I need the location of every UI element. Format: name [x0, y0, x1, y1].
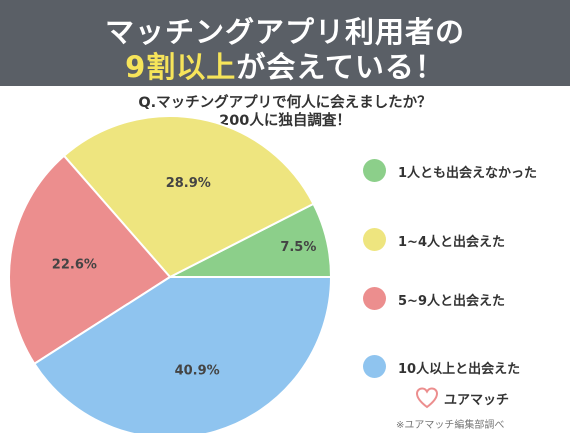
title-banner: マッチングアプリ利用者の 9割以上が会えている！	[0, 0, 570, 86]
legend-swatch-2	[363, 228, 386, 251]
question-line-2: 200人に独自調査！	[219, 113, 351, 129]
title-highlight: 9割以上	[125, 50, 237, 84]
title-line-1: マッチングアプリ利用者の	[104, 15, 465, 49]
title-line-2-rest: が会えている！	[236, 50, 445, 84]
pie-slice-2	[62, 115, 315, 279]
legend-label-3: 5~9人と出会えた	[398, 294, 505, 309]
legend-label-1: 1人とも出会えなかった	[398, 166, 538, 181]
pie-slice-label-3: 22.6%	[52, 257, 97, 272]
pie-slice-label-2: 28.9%	[166, 176, 211, 191]
title-line-2: 9割以上が会えている！	[0, 44, 570, 86]
heart-logo-icon	[415, 387, 439, 409]
legend-swatch-1	[363, 159, 386, 182]
legend-swatch-4	[363, 355, 386, 378]
legend-label-2: 1~4人と出会えた	[398, 235, 505, 250]
pie-slice-4	[33, 276, 333, 433]
pie-slice-label-1: 7.5%	[280, 240, 316, 255]
legend-label-4: 10人以上と出会えた	[398, 362, 521, 377]
question-line-1: Q.マッチングアプリで何人に会えましたか？	[138, 95, 432, 111]
pie-slice-3	[8, 154, 172, 366]
pie-slice-label-4: 40.9%	[175, 364, 220, 379]
logo-text: ユアマッチ	[444, 393, 510, 408]
legend-swatch-3	[363, 287, 386, 310]
source-credit: ※ユアマッチ編集部調べ	[396, 420, 505, 431]
